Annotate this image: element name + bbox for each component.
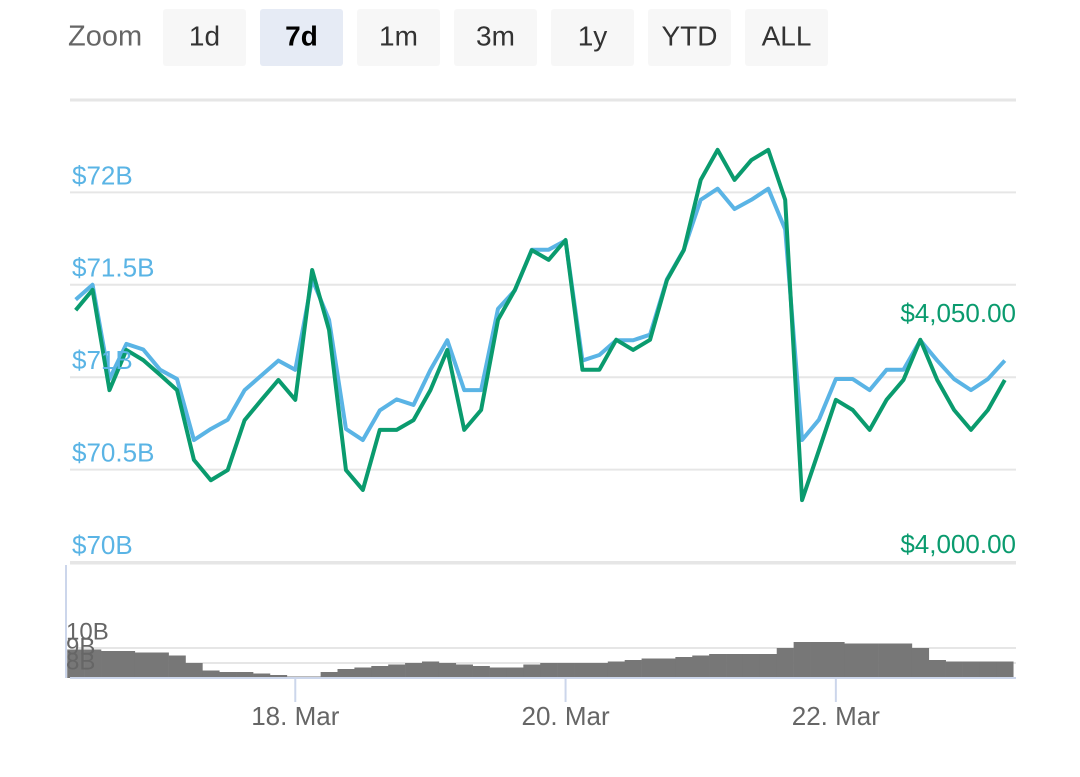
series-line: [74, 147, 1007, 503]
volume-bar: [388, 664, 406, 678]
volume-bar: [962, 661, 980, 678]
series-line: [74, 186, 1007, 443]
volume-bar: [455, 664, 473, 678]
volume-bar: [844, 643, 862, 678]
volume-bar: [405, 663, 423, 678]
volume-bar: [894, 643, 913, 678]
volume-bar: [253, 673, 271, 678]
y-tick-label: $70.5B: [72, 437, 154, 467]
volume-bar: [185, 663, 203, 678]
volume-bar: [101, 651, 119, 678]
volume-bar: [506, 667, 524, 678]
volume-bar: [151, 652, 169, 678]
zoom-button[interactable]: [454, 9, 537, 66]
volume-bar: [438, 663, 457, 678]
zoom-button[interactable]: [745, 9, 828, 66]
volume-bar: [675, 657, 693, 678]
zoom-button[interactable]: [648, 9, 731, 66]
volume-bar: [489, 667, 507, 678]
volume-bar: [607, 661, 625, 678]
volume-bar: [269, 675, 288, 678]
volume-bar: [641, 658, 659, 678]
volume-bar: [911, 648, 930, 678]
volume-bar: [590, 663, 609, 678]
volume-bar: [421, 661, 440, 678]
volume-tick-label: 9B: [66, 633, 95, 660]
volume-bar: [117, 651, 136, 678]
zoom-button-label[interactable]: 7d: [285, 20, 318, 51]
zoom-button-label[interactable]: 3m: [476, 20, 515, 51]
volume-bar: [979, 661, 997, 678]
volume-bar: [472, 666, 490, 678]
zoom-button[interactable]: [551, 9, 634, 66]
volume-bar: [996, 661, 1014, 678]
volume-bar: [320, 672, 338, 678]
volume-bar: [810, 642, 828, 678]
volume-bar: [759, 654, 778, 678]
y-tick-label: $70B: [72, 530, 133, 560]
volume-bar: [168, 655, 186, 678]
volume-bar: [557, 663, 575, 678]
zoom-button-label[interactable]: YTD: [662, 20, 718, 51]
volume-bar: [878, 643, 896, 678]
volume-bar: [236, 672, 254, 678]
y-tick-label: $71.5B: [72, 253, 154, 283]
y-tick-label: $72B: [72, 160, 133, 190]
volume-bar: [742, 654, 761, 678]
zoom-button[interactable]: [163, 9, 246, 66]
y2-tick-label: $4,050.00: [900, 298, 1016, 328]
volume-bar: [776, 648, 794, 678]
x-tick-label: 18. Mar: [251, 701, 339, 731]
volume-bar: [861, 643, 879, 678]
zoom-button-label[interactable]: ALL: [762, 20, 812, 51]
volume-bar: [624, 660, 642, 678]
volume-bar: [523, 664, 541, 678]
volume-tick-label: 8B: [66, 648, 95, 675]
volume-bar: [793, 642, 811, 678]
volume-bar: [540, 663, 558, 678]
zoom-button-label[interactable]: 1m: [379, 20, 418, 51]
x-tick-label: 20. Mar: [521, 701, 609, 731]
zoom-button[interactable]: [357, 9, 440, 66]
x-tick-label: 22. Mar: [792, 701, 880, 731]
volume-bar: [945, 661, 963, 678]
volume-bar: [371, 666, 389, 678]
volume-bar: [827, 642, 845, 678]
volume-tick-label: 10B: [66, 618, 109, 645]
volume-bar: [709, 654, 727, 678]
volume-bar: [219, 672, 237, 678]
volume-bar: [692, 655, 710, 678]
volume-bar: [202, 670, 220, 678]
volume-bar: [67, 649, 85, 678]
volume-bar: [574, 663, 592, 678]
y2-tick-label: $4,000.00: [900, 529, 1016, 559]
volume-bar: [337, 669, 355, 678]
volume-bar: [354, 667, 372, 678]
volume-bar: [928, 660, 946, 678]
y-tick-label: $71B: [72, 345, 133, 375]
zoom-button[interactable]: [260, 9, 343, 66]
zoom-label: Zoom: [68, 21, 142, 53]
zoom-button-label[interactable]: 1d: [189, 20, 220, 51]
zoom-button-label[interactable]: 1y: [578, 20, 608, 51]
volume-bar: [134, 652, 152, 678]
volume-bar: [84, 649, 102, 678]
volume-bar: [658, 658, 676, 678]
volume-bar: [726, 654, 744, 678]
